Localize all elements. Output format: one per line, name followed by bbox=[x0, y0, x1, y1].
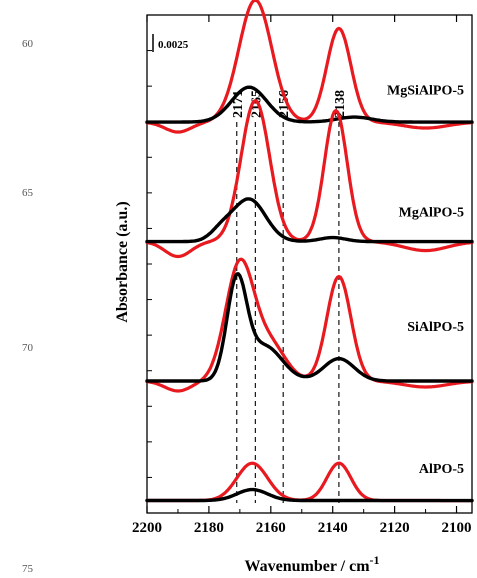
spectrum-MgAlPO-5-red bbox=[145, 99, 474, 259]
x-tick-label-2120: 2120 bbox=[380, 520, 410, 536]
ref-label-2156: 2156 bbox=[277, 90, 292, 118]
spectrum-SiAlPO-5-black bbox=[145, 272, 474, 383]
scale-bar-label: 0.0025 bbox=[158, 39, 189, 51]
spectrum-AlPO-5-black bbox=[145, 487, 474, 503]
line-number-60: 60 bbox=[22, 38, 34, 50]
x-tick-label-2140: 2140 bbox=[318, 520, 348, 536]
line-number-70: 70 bbox=[22, 342, 34, 354]
x-axis-title: Wavenumber / cm-1 bbox=[244, 553, 379, 575]
x-axis-title-superscript: -1 bbox=[370, 553, 380, 567]
line-number-65: 65 bbox=[22, 187, 34, 199]
sample-label-AlPO-5: AlPO-5 bbox=[419, 462, 464, 477]
x-tick-label-2160: 2160 bbox=[256, 520, 286, 536]
x-tick-label-2100: 2100 bbox=[442, 520, 472, 536]
x-axis-title-text: Wavenumber / cm bbox=[244, 558, 370, 575]
line-number-75: 75 bbox=[22, 563, 34, 575]
spectrum-MgAlPO-5-black bbox=[145, 197, 474, 244]
spectra bbox=[145, 0, 474, 503]
sample-label-SiAlPO-5: SiAlPO-5 bbox=[407, 320, 464, 335]
x-axis-ticks: 2200 2180 2160 2140 2120 2100 bbox=[132, 15, 472, 536]
spectrum-MgSiAlPO-5-red bbox=[145, 0, 474, 134]
sample-label-MgSiAlPO-5: MgSiAlPO-5 bbox=[387, 84, 464, 99]
y-axis-title: Absorbance (a.u.) bbox=[114, 201, 131, 322]
x-tick-label-2180: 2180 bbox=[194, 520, 224, 536]
sample-labels: MgSiAlPO-5 MgAlPO-5 SiAlPO-5 AlPO-5 bbox=[387, 84, 464, 477]
spectrum-MgSiAlPO-5-black bbox=[145, 85, 474, 124]
x-tick-label-2200: 2200 bbox=[132, 520, 162, 536]
sample-label-MgAlPO-5: MgAlPO-5 bbox=[399, 206, 464, 221]
